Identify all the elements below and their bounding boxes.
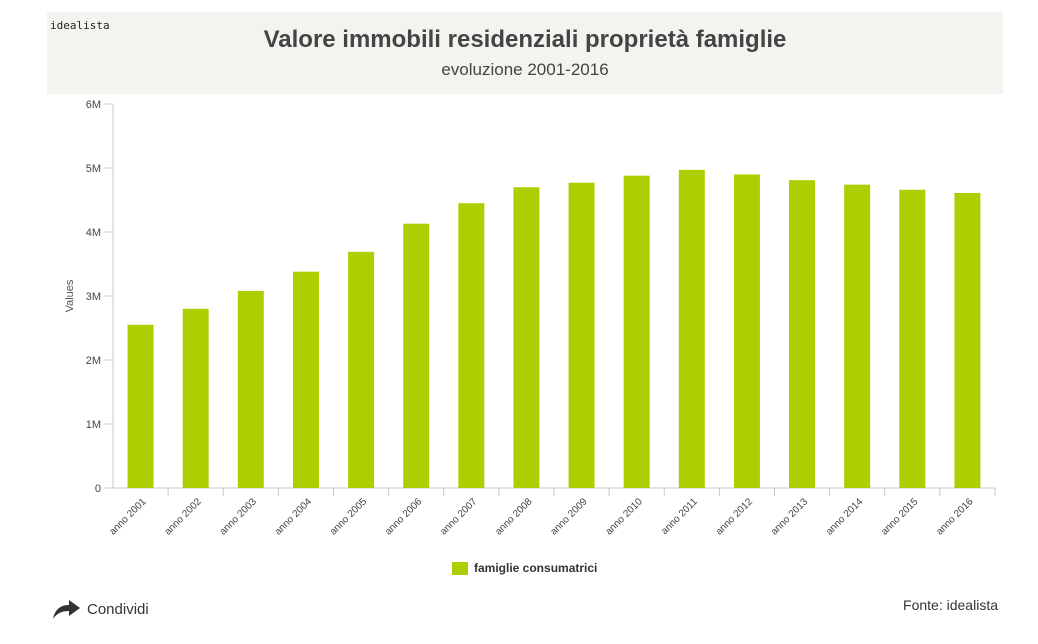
y-tick-label: 3M (86, 291, 101, 303)
bar (568, 182, 595, 488)
bar (458, 203, 485, 488)
bar (954, 192, 981, 488)
legend-label: famiglie consumatrici (474, 561, 598, 575)
x-tick-label: anno 2012 (714, 496, 756, 538)
chart-title: Valore immobili residenziali proprietà f… (263, 26, 787, 53)
bar (348, 251, 375, 488)
x-tick-label: anno 2011 (659, 496, 700, 537)
brand-logo: idealista (50, 19, 110, 32)
y-tick-label: 2M (86, 355, 101, 367)
x-tick-label: anno 2006 (383, 496, 425, 538)
bar (513, 187, 540, 488)
x-tick-label: anno 2003 (218, 496, 260, 538)
bar (789, 180, 816, 488)
bar (678, 169, 705, 489)
y-tick-label: 0 (95, 483, 101, 495)
bar (844, 184, 871, 488)
bar (237, 290, 264, 488)
y-tick-label: 1M (86, 419, 101, 431)
x-tick-label: anno 2002 (163, 496, 205, 538)
bar (127, 324, 154, 488)
x-tick-label: anno 2005 (328, 496, 370, 538)
bar (733, 174, 760, 488)
x-tick-label: anno 2009 (548, 496, 590, 538)
chart-subtitle: evoluzione 2001-2016 (441, 60, 609, 79)
x-tick-label: anno 2004 (273, 496, 315, 538)
bar (292, 271, 319, 488)
x-tick-label: anno 2015 (879, 496, 921, 538)
x-tick-label: anno 2001 (107, 496, 149, 538)
share-arrow-icon (53, 600, 80, 619)
x-tick-label: anno 2016 (934, 496, 976, 538)
share-button[interactable]: Condividi (51, 598, 149, 620)
y-tick-label: 4M (86, 227, 101, 239)
legend[interactable]: famiglie consumatrici (452, 561, 597, 575)
bar (403, 223, 430, 488)
y-tick-label: 6M (86, 99, 101, 111)
x-tick-label: anno 2014 (824, 496, 866, 538)
share-label: Condividi (87, 600, 149, 618)
chart-header: idealista Valore immobili residenziali p… (47, 12, 1003, 94)
legend-swatch (452, 561, 468, 575)
bar (182, 308, 209, 488)
bar-chart: 0 1M 2M 3M 4M 5M 6M Values anno 2001 anno 2002 ann… (64, 99, 996, 538)
bar (899, 189, 926, 488)
source-credit: Fonte: idealista (903, 597, 998, 613)
y-axis-title: Values (64, 279, 76, 312)
y-tick-label: 5M (86, 163, 101, 175)
x-tick-label: anno 2010 (604, 496, 646, 538)
x-tick-label: anno 2008 (493, 496, 535, 538)
x-tick-label: anno 2013 (769, 496, 811, 538)
x-tick-label: anno 2007 (438, 496, 480, 538)
bar (623, 175, 650, 488)
